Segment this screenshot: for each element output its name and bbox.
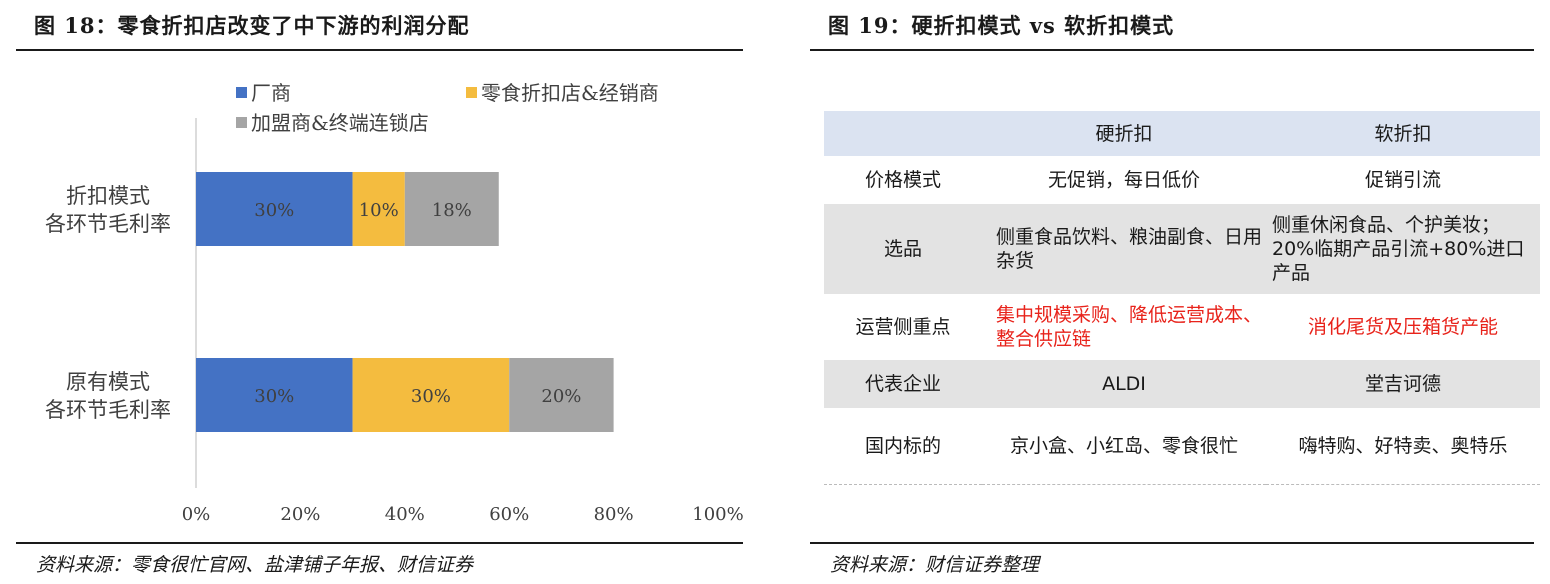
row-label: 代表企业	[824, 360, 982, 408]
bar-segment	[196, 172, 353, 246]
soft-cell: 堂吉诃德	[1266, 360, 1540, 408]
right-title-rule	[810, 49, 1534, 51]
data-label: 30%	[254, 200, 294, 221]
data-label: 30%	[411, 386, 451, 407]
right-source-rule	[810, 542, 1534, 544]
category-label: 各环节毛利率	[45, 398, 171, 422]
legend-swatch	[466, 87, 477, 98]
data-label: 30%	[254, 386, 294, 407]
soft-cell: 侧重休闲食品、个护美妆；20%临期产品引流+80%进口产品	[1266, 204, 1540, 294]
chart-bars: 30% 30% 20% 30% 10% 18%	[196, 172, 614, 432]
row-label: 选品	[824, 204, 982, 294]
legend-label: 加盟商&终端连锁店	[251, 111, 429, 135]
hard-cell: 京小盒、小红岛、零食很忙	[982, 408, 1266, 485]
soft-cell: 促销引流	[1364, 169, 1441, 191]
table-header-row: 硬折扣 软折扣	[824, 111, 1540, 156]
table-row: 价格模式 无促销，每日低价 促销引流	[824, 156, 1540, 204]
left-source-rule	[16, 542, 743, 544]
right-source-note: 资料来源：财信证券整理	[830, 554, 1040, 576]
bar-segment	[352, 172, 405, 246]
hard-cell: 集中规模采购、降低运营成本、整合供应链	[996, 304, 1263, 350]
table-row: 运营侧重点 集中规模采购、降低运营成本、整合供应链 消化尾货及压箱货产能	[824, 294, 1540, 360]
x-tick-label: 20%	[280, 504, 320, 525]
bar-segment	[196, 358, 353, 432]
hard-cell: ALDI	[982, 360, 1266, 408]
data-label: 20%	[541, 386, 581, 407]
category-label: 原有模式	[66, 370, 150, 394]
legend-label: 零食折扣店&经销商	[481, 81, 659, 105]
right-figure-title: 图 19：硬折扣模式 vs 软折扣模式	[828, 13, 1175, 38]
legend-label: 厂商	[251, 81, 291, 105]
header-hard-discount: 硬折扣	[982, 111, 1266, 156]
comparison-table: 硬折扣 软折扣 价格模式 无促销，每日低价 促销引流 选品 侧重食品饮料、粮油副…	[824, 111, 1540, 485]
x-tick-label: 40%	[385, 504, 425, 525]
bar-segment	[352, 358, 510, 432]
left-source-note: 资料来源：零食很忙官网、盐津铺子年报、财信证券	[36, 554, 474, 576]
hard-cell: 无促销，每日低价	[1047, 169, 1200, 191]
x-tick-label: 60%	[489, 504, 529, 525]
table-row: 国内标的 京小盒、小红岛、零食很忙 嗨特购、好特卖、奥特乐	[824, 408, 1540, 485]
legend-swatch	[236, 87, 247, 98]
row-label: 国内标的	[824, 408, 982, 485]
hard-cell: 侧重食品饮料、粮油副食、日用杂货	[982, 204, 1266, 294]
legend-swatch	[236, 117, 247, 128]
left-title-rule	[16, 49, 743, 51]
chart-tick-labels: 0% 20% 40% 60% 80% 100%	[182, 504, 744, 525]
table-row: 选品 侧重食品饮料、粮油副食、日用杂货 侧重休闲食品、个护美妆；20%临期产品引…	[824, 204, 1540, 294]
x-tick-label: 100%	[692, 504, 743, 525]
bar-segment	[404, 172, 499, 246]
x-tick-label: 0%	[182, 504, 211, 525]
x-tick-label: 80%	[594, 504, 634, 525]
data-label: 18%	[432, 200, 472, 221]
table-row: 代表企业 ALDI 堂吉诃德	[824, 360, 1540, 408]
row-label: 价格模式	[864, 169, 941, 191]
soft-cell: 消化尾货及压箱货产能	[1307, 316, 1498, 338]
row-label: 运营侧重点	[855, 316, 951, 338]
category-label: 折扣模式	[66, 184, 150, 208]
category-label: 各环节毛利率	[45, 212, 171, 236]
header-empty-cell	[824, 111, 982, 156]
data-label: 10%	[359, 200, 399, 221]
bar-segment	[509, 358, 614, 432]
header-soft-discount: 软折扣	[1266, 111, 1540, 156]
soft-cell: 嗨特购、好特卖、奥特乐	[1266, 408, 1540, 485]
left-figure-title: 图 18：零食折扣店改变了中下游的利润分配	[34, 13, 470, 38]
